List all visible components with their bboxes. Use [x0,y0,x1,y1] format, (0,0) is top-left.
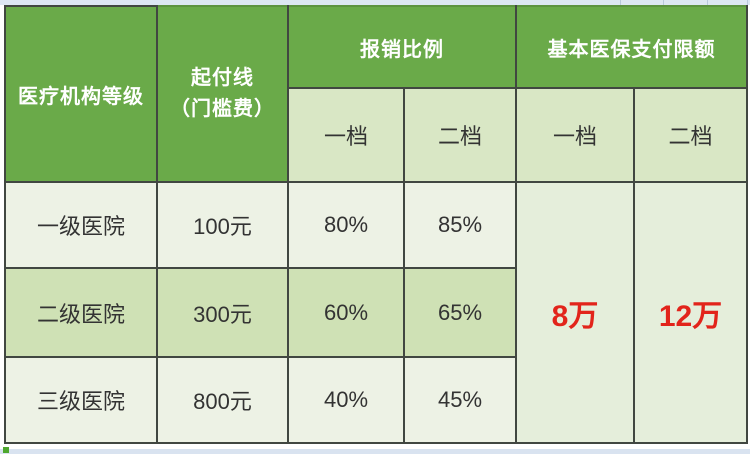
cell-limit-tier2: 12万 [633,181,748,444]
header-payment-limit: 基本医保支付限额 [515,5,748,89]
gridline [747,0,748,5]
spreadsheet-gridline-strip-top [0,0,750,5]
cell-hospital-level: 三级医院 [4,356,158,444]
insurance-benefits-table: 医疗机构等级 起付线 （门槛费） 报销比例 基本医保支付限额 一档 二档 一档 … [4,5,748,444]
cell-ratio-tier1: 40% [287,356,405,444]
cell-ratio-tier2: 65% [403,267,517,358]
subheader-row: 一档 二档 一档 二档 [5,87,748,183]
cell-ratio-tier1: 60% [287,267,405,358]
cell-ratio-tier1: 80% [287,181,405,269]
subheader-ratio-tier2: 二档 [403,87,517,183]
header-row: 医疗机构等级 起付线 （门槛费） 报销比例 基本医保支付限额 [4,5,748,183]
cell-ratio-tier2: 45% [403,356,517,444]
cell-hospital-level: 二级医院 [4,267,158,358]
cell-ratio-tier2: 85% [403,181,517,269]
cell-deductible: 100元 [156,181,289,269]
gridline [620,0,621,5]
subheader-limit-tier1: 一档 [515,87,635,183]
selection-handle [3,447,9,453]
table-row-level2-hospital: 二级医院 300元 60% 65% [4,267,747,358]
header-institution-level: 医疗机构等级 [4,5,158,183]
cell-hospital-level: 一级医院 [4,181,158,269]
subheader-limit-tier2: 二档 [633,87,748,183]
table-row-level1-hospital: 一级医院 100元 80% 85% 8万 12万 [4,181,748,444]
gridline [663,0,664,5]
cell-deductible: 300元 [156,267,289,358]
cell-deductible: 800元 [156,356,289,444]
header-deductible: 起付线 （门槛费） [156,5,289,183]
table-row-level3-hospital: 三级医院 800元 40% 45% [4,356,747,444]
subheader-ratio-tier1: 一档 [287,87,405,183]
header-reimbursement-ratio: 报销比例 [287,5,517,89]
spreadsheet-gridline-strip-bottom [0,449,750,454]
cell-limit-tier1: 8万 [515,181,635,444]
gridline [707,0,708,5]
